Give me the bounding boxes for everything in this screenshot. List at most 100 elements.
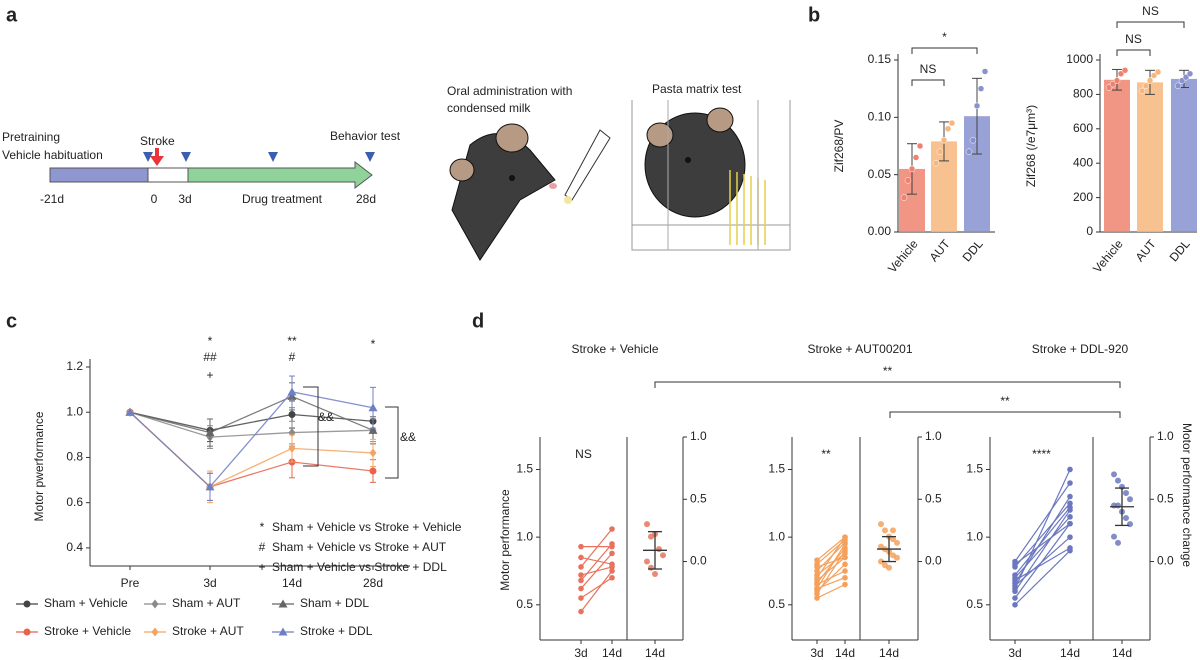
x-tick-label: 14d (1112, 646, 1132, 660)
data-point (908, 165, 916, 173)
method-label: Pasta matrix test (652, 82, 742, 96)
data-point (948, 119, 956, 127)
post-point (609, 526, 615, 532)
pair-line (1014, 506, 1071, 576)
data-point (944, 125, 952, 133)
y-tick-label: 0.6 (66, 495, 83, 509)
significance-label: # (289, 350, 296, 364)
panel-label: b (808, 4, 820, 26)
pair-line (1014, 502, 1071, 568)
pair-line (816, 577, 846, 590)
significance-label: NS (575, 447, 592, 461)
change-point (652, 570, 658, 577)
data-point (1142, 82, 1150, 90)
data-point (940, 137, 948, 144)
post-point (1067, 504, 1073, 511)
y-tick-label: 1.0 (66, 404, 83, 418)
panel-title: Stroke + AUT00201 (807, 342, 912, 356)
pair-line (1014, 536, 1071, 587)
bracket (1116, 21, 1185, 28)
y-axis-label: Motor pwerformance (32, 411, 46, 521)
pair-line (816, 552, 846, 576)
significance-label: ** (883, 364, 893, 378)
significance-label: && (318, 410, 334, 424)
change-point (878, 521, 884, 528)
bracket (889, 411, 1121, 418)
significance-label: ** (287, 334, 297, 348)
pre-point (578, 572, 584, 578)
x-tick-label: 14d (645, 646, 665, 660)
data-point (1154, 68, 1162, 76)
x-tick-label: 3d (574, 646, 587, 660)
series-line (129, 411, 374, 431)
y-tick-label: 0.8 (66, 450, 83, 464)
data-point (936, 148, 944, 155)
gap-bar (147, 167, 189, 183)
pre-point (814, 568, 820, 574)
line-marker (125, 407, 135, 416)
legend-marker (278, 627, 288, 636)
x-tick-label: - (653, 657, 657, 660)
legend-marker (23, 628, 31, 636)
post-point (609, 574, 615, 581)
y2-axis-label: Motor performance change (1180, 423, 1194, 567)
series-line (129, 395, 374, 434)
y-tick-label: 0.4 (66, 540, 83, 554)
post-point (609, 543, 615, 550)
post-point (1067, 514, 1073, 520)
y-tick-label: 0.5 (516, 597, 533, 611)
post-point (842, 568, 848, 574)
x-tick-label: 14d (835, 646, 855, 660)
line-marker (287, 387, 297, 396)
legend-label: Stroke + AUT (172, 624, 244, 638)
timeline-label: Stroke (140, 134, 175, 148)
post-point (1067, 534, 1073, 540)
pair-line (1014, 523, 1071, 565)
change-point (886, 564, 892, 571)
stroke-arrow (150, 148, 164, 166)
line-marker (368, 403, 378, 412)
line-marker (288, 443, 296, 453)
pasta-illustration (631, 100, 791, 251)
panel-label: c (6, 310, 17, 332)
data-point (977, 85, 985, 92)
post-point (842, 550, 848, 557)
y-tick-label: 800 (1073, 87, 1093, 101)
y2-tick-label: 1.0 (925, 429, 942, 443)
significance-label: * (208, 334, 213, 348)
pair-line (816, 536, 846, 561)
panel-label: d (472, 310, 484, 332)
change-point (878, 558, 884, 565)
bar (1104, 79, 1130, 232)
y2-tick-label: 0.5 (690, 491, 707, 505)
note-text: Sham + Vehicle vs Stroke + DDL (272, 560, 447, 574)
note-text: Sham + Vehicle vs Stroke + Vehicle (272, 520, 462, 534)
x-tick-label: Pre (121, 576, 140, 590)
legend-label: Sham + AUT (172, 596, 241, 610)
panel-title: Stroke + Vehicle (571, 342, 658, 356)
pre-point (578, 543, 584, 550)
drug-arrow (187, 160, 373, 190)
y-axis-label: Motor performance (498, 489, 512, 591)
data-point (912, 154, 920, 161)
legend-marker (151, 627, 159, 637)
pair-line (580, 577, 613, 599)
legend-label: Sham + Vehicle (44, 596, 128, 610)
significance-label: NS (920, 62, 937, 76)
significance-label: && (400, 430, 416, 444)
timeline (49, 148, 375, 190)
pre-point (578, 595, 584, 601)
legend-marker (278, 599, 288, 608)
x-tick-label: AUT (927, 236, 954, 264)
pair-line (580, 528, 613, 568)
change-point (894, 539, 900, 546)
data-point (916, 142, 924, 150)
note-symbol: # (259, 540, 266, 554)
x-tick-label: - (1120, 657, 1124, 660)
bar (1171, 78, 1197, 232)
y-tick-label: 0.5 (768, 597, 785, 611)
y2-tick-label: 0.5 (1157, 491, 1174, 505)
line-marker (288, 410, 296, 418)
series-line (129, 391, 374, 488)
